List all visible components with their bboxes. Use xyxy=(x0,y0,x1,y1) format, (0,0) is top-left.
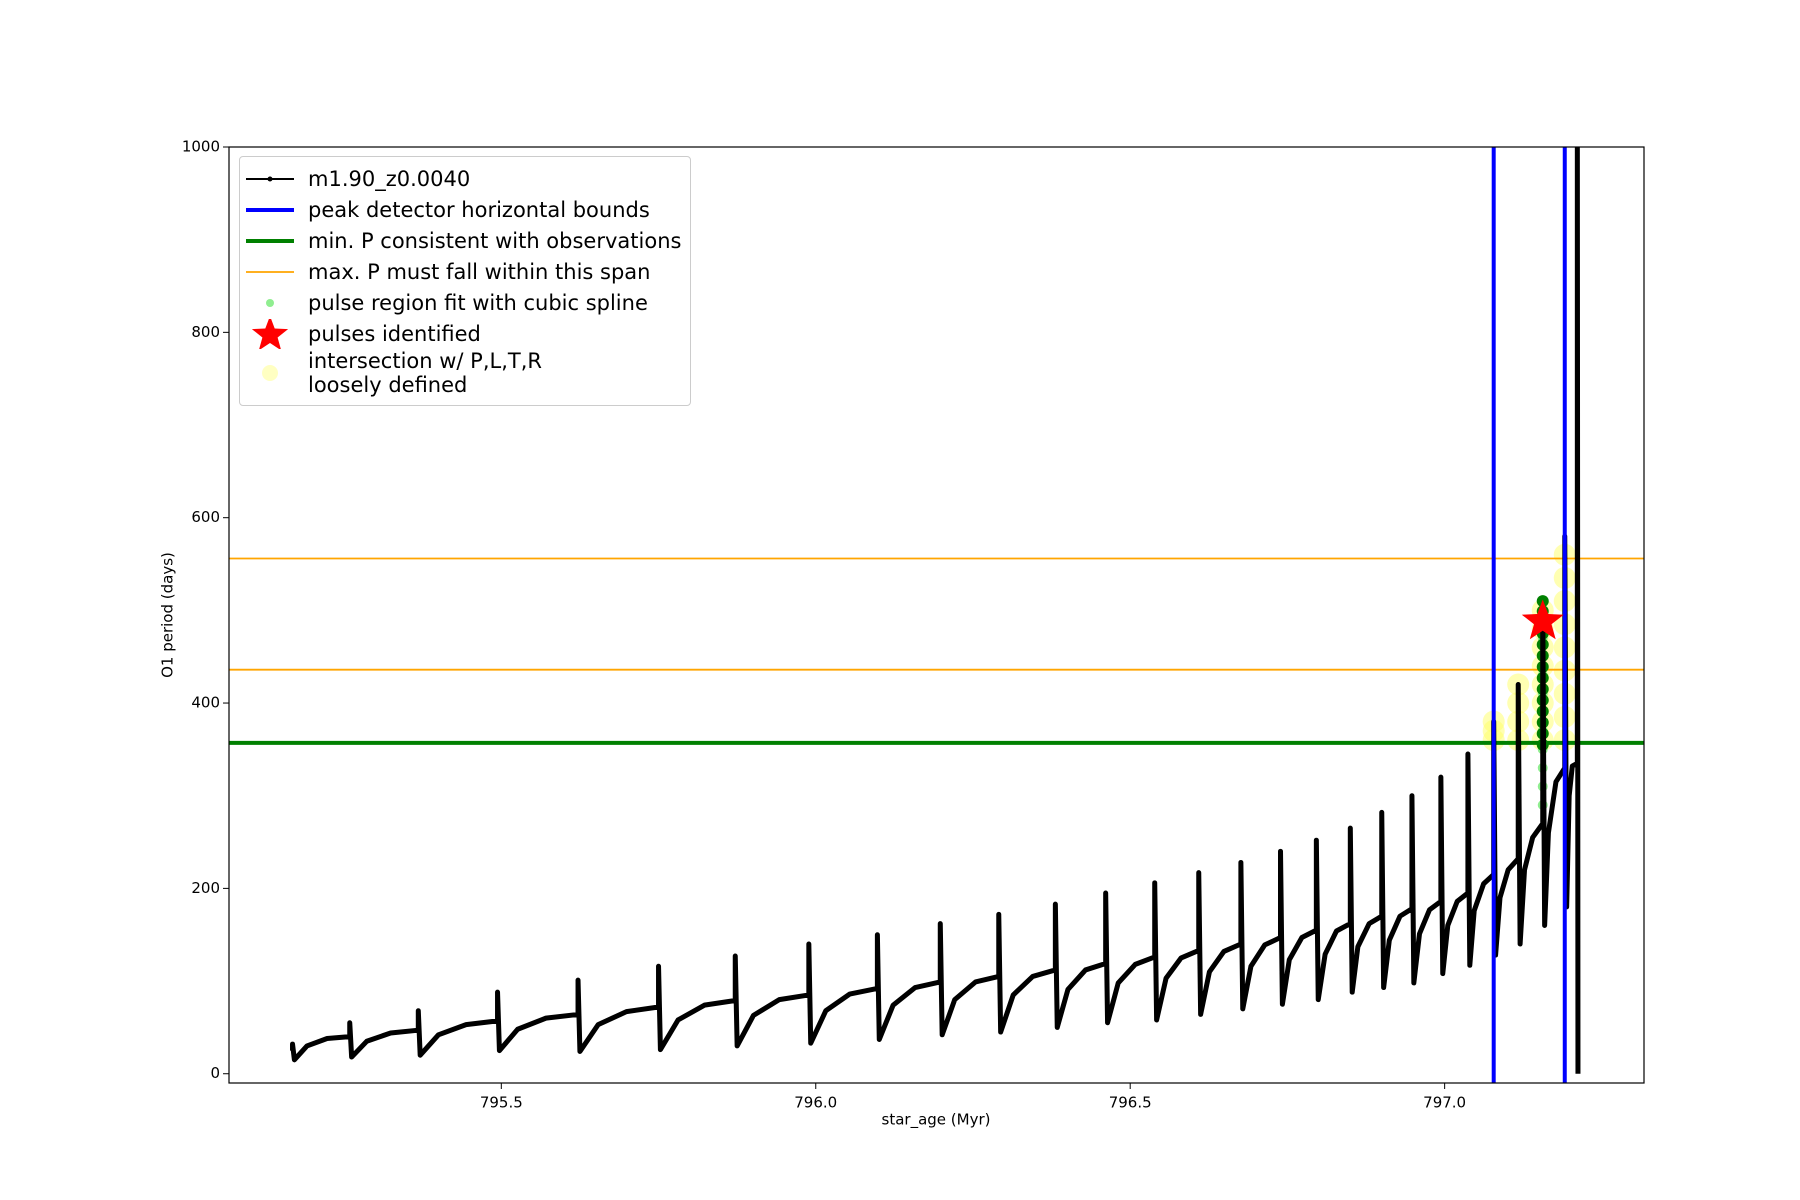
legend-marker xyxy=(262,365,278,381)
x-tick-label: 796.0 xyxy=(794,1094,837,1112)
legend-entry: max. P must fall within this span xyxy=(240,256,690,287)
legend-entry: min. P consistent with observations xyxy=(240,225,690,256)
x-tick-label: 796.5 xyxy=(1109,1094,1152,1112)
x-tick-label: 795.5 xyxy=(480,1094,523,1112)
legend-marker xyxy=(246,176,294,181)
legend-marker xyxy=(246,238,294,243)
y-tick-label: 800 xyxy=(191,323,220,341)
legend-dot xyxy=(266,298,274,307)
legend-entry: pulse region fit with cubic spline xyxy=(240,287,690,318)
legend-entry: intersection w/ P,L,T,R loosely defined xyxy=(240,349,690,397)
legend-label: pulse region fit with cubic spline xyxy=(308,290,648,315)
y-tick-label: 200 xyxy=(191,879,220,897)
pulse-star xyxy=(1521,599,1564,640)
y-tick-label: 1000 xyxy=(182,138,220,156)
legend-marker xyxy=(246,207,294,212)
y-axis-label: O1 period (days) xyxy=(159,552,177,678)
legend-label: intersection w/ P,L,T,R loosely defined xyxy=(308,349,542,397)
legend-label: pulses identified xyxy=(308,321,481,346)
legend-marker xyxy=(266,298,274,307)
y-tick-label: 0 xyxy=(210,1064,220,1082)
legend-label: max. P must fall within this span xyxy=(308,259,651,284)
x-tick-label: 797.0 xyxy=(1423,1094,1466,1112)
legend-marker xyxy=(246,270,294,273)
axes-frame xyxy=(228,146,1645,1084)
legend-dot xyxy=(267,176,273,181)
series-line xyxy=(290,147,1581,1074)
legend-entry: pulses identified xyxy=(240,318,690,349)
legend-marker xyxy=(251,318,289,349)
x-axis-label: star_age (Myr) xyxy=(882,1111,991,1130)
legend-dot xyxy=(262,365,278,381)
legend-entry: m1.90_z0.0040 xyxy=(240,163,690,194)
legend-label: min. P consistent with observations xyxy=(308,228,682,253)
y-tick-label: 400 xyxy=(191,694,220,712)
plot-area xyxy=(229,147,1644,1083)
y-tick-label: 600 xyxy=(191,508,220,526)
legend-label: peak detector horizontal bounds xyxy=(308,197,650,222)
legend-star xyxy=(251,318,289,349)
legend-label: m1.90_z0.0040 xyxy=(308,166,471,191)
legend-entry: peak detector horizontal bounds xyxy=(240,194,690,225)
